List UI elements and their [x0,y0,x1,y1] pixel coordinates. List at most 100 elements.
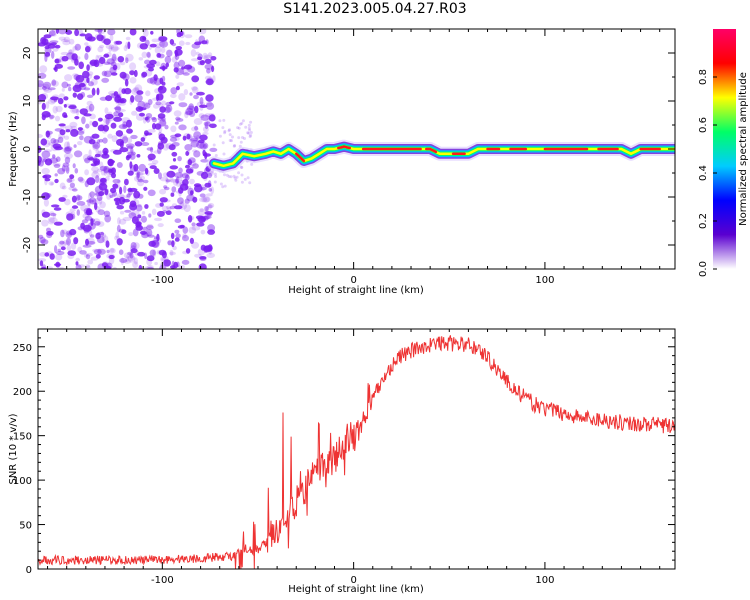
noise-speckle [62,194,68,199]
noise-speckle [157,142,165,150]
noise-speckle [145,113,153,119]
spectrogram-xlabel: Height of straight line (km) [288,285,424,296]
noise-speckle [191,58,199,62]
noise-speckle [152,123,156,130]
noise-speckle [63,152,73,160]
noise-speckle [133,190,141,199]
noise-speckle [85,252,93,257]
noise-speckle [140,142,150,146]
noise-speckle [38,41,41,45]
noise-speckle [165,205,171,210]
noise-speckle [97,139,101,144]
noise-speckle [139,43,148,50]
noise-speckle [183,64,193,70]
ridge-peak [337,145,352,150]
noise-speckle [164,124,169,130]
noise-speckle [214,175,218,178]
noise-speckle [98,56,106,65]
noise-speckle [178,40,185,46]
noise-speckle [238,122,242,126]
noise-speckle [98,191,105,197]
noise-speckle [199,255,207,260]
noise-speckle [127,251,133,256]
noise-speckle [159,263,164,267]
noise-speckle [48,181,55,186]
noise-speckle [64,141,70,150]
noise-speckle [97,168,103,173]
noise-speckle [248,135,252,139]
noise-speckle [62,240,70,245]
noise-speckle [152,237,162,245]
noise-speckle [162,65,166,72]
snr-ytick-label: 150 [13,432,32,443]
noise-speckle [125,155,130,161]
noise-speckle [137,203,142,208]
noise-speckle [51,33,57,37]
noise-speckle [138,57,144,61]
noise-speckle [119,147,129,153]
colorbar-tick-label: 0.6 [698,117,709,133]
noise-speckle [103,170,108,176]
noise-speckle [79,178,85,184]
spectrogram-ytick-label: 0 [22,146,33,152]
noise-speckle [147,129,156,133]
noise-speckle [193,118,203,125]
noise-speckle [102,166,111,173]
noise-speckle [154,217,163,222]
noise-speckle [118,124,128,130]
noise-speckle [54,115,61,122]
noise-speckle [159,118,167,127]
noise-speckle [177,197,184,205]
noise-speckle [72,163,76,169]
noise-speckle [156,233,160,242]
noise-speckle [134,84,143,93]
noise-speckle [81,116,86,125]
noise-speckle [54,178,59,184]
noise-speckle [201,40,208,45]
noise-speckle [59,93,65,98]
noise-speckle [95,149,100,155]
noise-speckle [86,64,90,72]
noise-speckle [170,93,177,99]
noise-speckle [117,217,121,225]
noise-speckle [42,174,52,179]
noise-speckle [190,190,194,196]
noise-speckle [206,68,211,74]
noise-speckle [83,135,93,144]
noise-speckle [115,40,123,45]
noise-speckle [112,266,117,269]
noise-speckle [126,119,132,128]
noise-speckle [169,39,175,45]
noise-speckle [58,241,67,248]
noise-speckle [38,72,47,79]
noise-speckle [94,197,100,205]
noise-speckle [112,64,118,71]
noise-speckle [48,217,58,224]
noise-speckle [167,207,172,211]
noise-speckle [125,143,135,149]
noise-speckle [102,137,108,144]
noise-speckle [194,105,199,114]
noise-speckle [70,128,79,137]
noise-speckle [235,175,239,179]
noise-speckle [158,249,167,256]
noise-speckle [100,177,107,183]
noise-speckle [137,214,142,219]
noise-speckle [71,53,78,61]
noise-speckle [151,240,160,249]
noise-speckle [190,49,197,57]
noise-speckle [125,36,131,41]
noise-speckle [187,159,192,166]
noise-speckle [122,216,132,222]
noise-speckle [130,147,134,154]
noise-speckle [105,117,110,126]
noise-speckle [172,158,177,162]
noise-speckle [151,208,157,215]
noise-speckle [192,86,199,94]
noise-speckle [86,77,90,84]
noise-speckle [43,87,53,93]
noise-speckle [222,118,226,122]
noise-speckle [204,206,209,212]
noise-speckle [144,59,151,65]
noise-speckle [76,209,81,216]
